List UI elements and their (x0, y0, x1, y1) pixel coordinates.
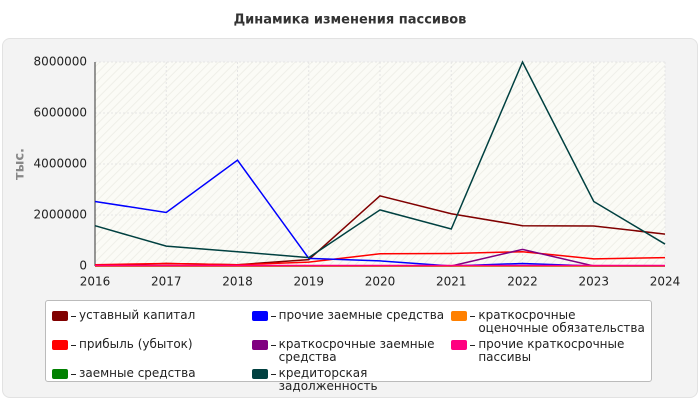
y-tick-label: 4000000 (34, 157, 87, 171)
y-tick-label: 6000000 (34, 106, 87, 120)
legend-item: заемные средства (52, 367, 246, 393)
legend-label: краткосрочные оценочные обязательства (478, 308, 645, 335)
legend-item: прочие краткосрочные пассивы (451, 338, 645, 364)
y-tick-label: 0 (79, 259, 87, 273)
legend-dash (470, 316, 476, 317)
legend-label: прочие заемные средства (278, 308, 445, 322)
legend-dash (270, 374, 276, 375)
x-tick-label: 2020 (365, 275, 396, 289)
chart-title: Динамика изменения пассивов (234, 13, 467, 28)
legend-dash (270, 316, 276, 317)
x-tick-label: 2022 (507, 275, 538, 289)
x-tick-label: 2023 (578, 275, 609, 289)
legend-label: уставный капитал (79, 308, 196, 322)
legend-swatch (52, 340, 68, 350)
legend-item: краткосрочные заемные средства (251, 337, 446, 364)
legend: уставный капитал прибыль (убыток) заемные … (45, 300, 652, 393)
legend-item: прочие заемные средства (251, 308, 446, 335)
legend-swatch (251, 340, 268, 350)
legend-swatch (451, 340, 468, 350)
legend-label: кредиторская задолженность (278, 366, 378, 393)
legend-label: прибыль (убыток) (79, 337, 193, 351)
legend-swatch (251, 369, 268, 379)
x-tick-label: 2021 (436, 275, 467, 289)
legend-item: уставный капитал (52, 309, 246, 335)
legend-swatch (451, 311, 468, 321)
x-tick-label: 2018 (222, 275, 253, 289)
x-tick-label: 2017 (151, 275, 182, 289)
legend-swatch (52, 369, 68, 379)
y-tick-label: 2000000 (34, 208, 87, 222)
x-tick-label: 2016 (80, 275, 111, 289)
legend-swatch (251, 311, 268, 321)
legend-dash (470, 345, 476, 346)
legend-item: прибыль (убыток) (52, 338, 246, 364)
legend-dash (71, 316, 76, 317)
legend-dash (270, 345, 276, 346)
legend-dash (71, 374, 76, 375)
legend-label: прочие краткосрочные пассивы (478, 337, 625, 364)
legend-dash (71, 345, 76, 346)
series-line (94, 60, 666, 259)
y-axis-label: тыс. (13, 148, 28, 180)
legend-label: краткосрочные заемные средства (278, 337, 435, 364)
series-line (94, 250, 666, 266)
x-tick-label: 2019 (293, 275, 324, 289)
legend-item: краткосрочные оценочные обязательства (451, 309, 645, 335)
y-tick-label: 8000000 (34, 55, 87, 69)
legend-label: заемные средства (79, 366, 196, 380)
legend-swatch (52, 311, 68, 321)
legend-item: кредиторская задолженность (251, 366, 446, 393)
x-tick-label: 2024 (650, 275, 681, 289)
